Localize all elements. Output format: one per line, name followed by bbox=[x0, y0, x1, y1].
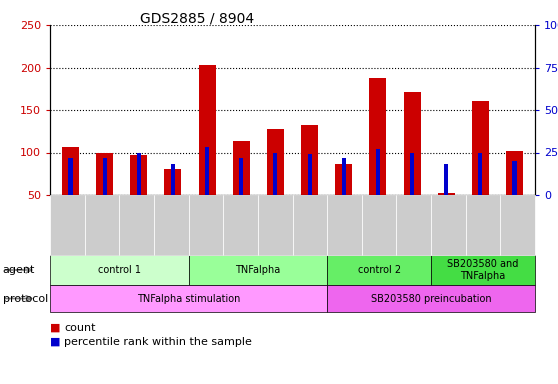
Bar bbox=[205, 147, 209, 195]
Text: control 2: control 2 bbox=[358, 265, 401, 275]
Bar bbox=[69, 157, 73, 195]
Text: GSM189808: GSM189808 bbox=[236, 197, 245, 253]
Text: protocol: protocol bbox=[3, 293, 48, 303]
Text: GSM189817: GSM189817 bbox=[374, 197, 383, 253]
Bar bbox=[103, 157, 107, 195]
Text: GSM189815: GSM189815 bbox=[340, 197, 349, 253]
Bar bbox=[165, 169, 181, 237]
Text: GSM189813: GSM189813 bbox=[167, 197, 176, 253]
Bar bbox=[478, 152, 483, 195]
Text: GSM189819: GSM189819 bbox=[409, 197, 418, 253]
Text: GSM189810: GSM189810 bbox=[271, 197, 280, 253]
Text: GSM189806: GSM189806 bbox=[201, 197, 210, 253]
Bar bbox=[307, 154, 311, 195]
Text: TNFalpha stimulation: TNFalpha stimulation bbox=[137, 293, 240, 303]
Bar bbox=[341, 157, 346, 195]
Bar bbox=[130, 155, 147, 237]
Bar bbox=[239, 157, 243, 195]
Bar bbox=[376, 149, 380, 195]
Bar bbox=[437, 193, 455, 237]
Bar bbox=[267, 129, 284, 237]
Text: percentile rank within the sample: percentile rank within the sample bbox=[64, 337, 252, 347]
Bar bbox=[410, 152, 414, 195]
Bar bbox=[444, 164, 448, 195]
Bar bbox=[96, 152, 113, 237]
Bar bbox=[512, 161, 517, 195]
Text: TNFalpha: TNFalpha bbox=[235, 265, 281, 275]
Text: GSM189812: GSM189812 bbox=[305, 197, 314, 252]
Text: ■: ■ bbox=[50, 337, 61, 347]
Bar bbox=[506, 151, 523, 237]
Text: GSM189818: GSM189818 bbox=[513, 197, 522, 253]
Bar bbox=[273, 152, 277, 195]
Bar bbox=[171, 164, 175, 195]
Text: SB203580 preincubation: SB203580 preincubation bbox=[371, 293, 492, 303]
Bar bbox=[369, 78, 387, 237]
Bar bbox=[403, 92, 421, 237]
Text: GSM189816: GSM189816 bbox=[479, 197, 488, 253]
Text: control 1: control 1 bbox=[98, 265, 141, 275]
Bar bbox=[137, 152, 141, 195]
Bar bbox=[199, 65, 215, 237]
Bar bbox=[233, 141, 250, 237]
Bar bbox=[335, 164, 352, 237]
Text: count: count bbox=[64, 323, 95, 333]
Text: GSM189811: GSM189811 bbox=[132, 197, 141, 253]
Text: GSM189814: GSM189814 bbox=[444, 197, 453, 252]
Text: GDS2885 / 8904: GDS2885 / 8904 bbox=[140, 12, 254, 26]
Text: GSM189809: GSM189809 bbox=[98, 197, 107, 253]
Text: ■: ■ bbox=[50, 323, 61, 333]
Text: GSM189807: GSM189807 bbox=[63, 197, 72, 253]
Text: agent: agent bbox=[3, 265, 35, 275]
Bar bbox=[62, 147, 79, 237]
Bar bbox=[301, 125, 318, 237]
Text: SB203580 and
TNFalpha: SB203580 and TNFalpha bbox=[448, 259, 519, 281]
Bar bbox=[472, 101, 489, 237]
